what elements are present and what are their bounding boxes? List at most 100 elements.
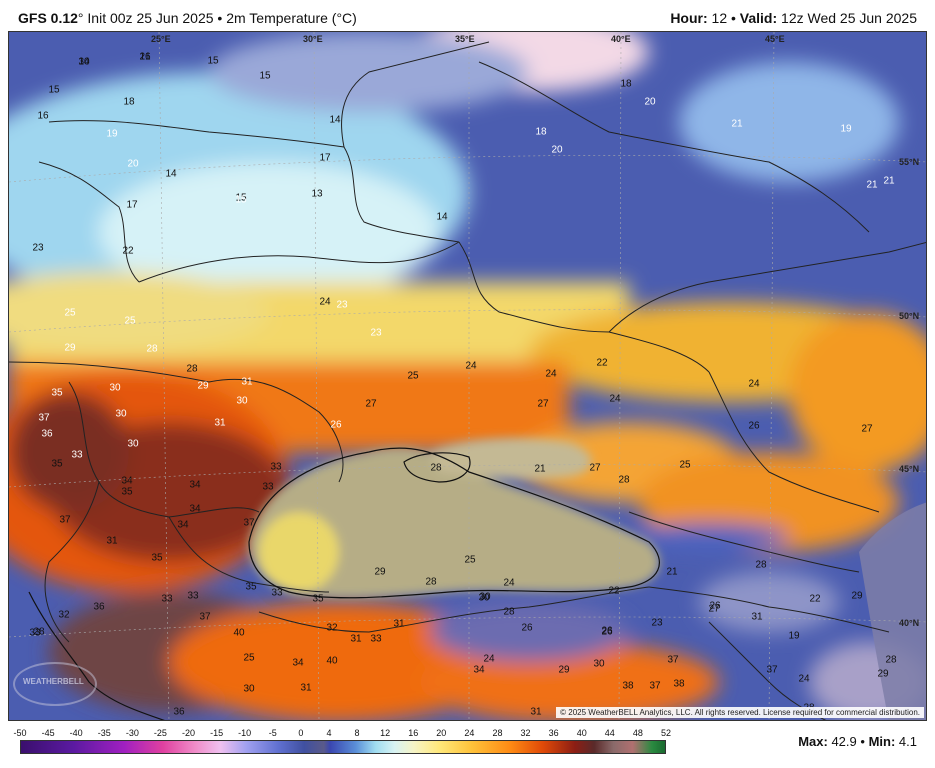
temperature-label: 14 [436, 211, 448, 223]
temperature-label: 25 [124, 315, 136, 327]
logo-text: WEATHERBELL [23, 677, 84, 686]
temperature-label: 31 [350, 633, 362, 645]
temperature-label: 34 [189, 503, 201, 515]
valid-label: Valid: [739, 10, 778, 26]
legend-tick: 32 [520, 728, 531, 738]
temperature-label: 31 [751, 611, 763, 623]
temperature-label: 29 [877, 668, 889, 680]
temperature-label: 21 [139, 51, 151, 63]
temperature-map: 25°E 30°E 35°E 40°E 45°E 55°N 50°N 45°N … [8, 31, 927, 721]
temperature-label: 28 [885, 654, 897, 666]
temperature-label: 17 [126, 199, 138, 211]
hour-value: 12 [711, 10, 728, 26]
temperature-label: 28 [618, 474, 630, 486]
valid-time-info: Hour: 12 • Valid: 12z Wed 25 Jun 2025 [670, 10, 917, 26]
lat-label-50n: 50°N [899, 311, 920, 321]
temperature-label: 36 [93, 601, 105, 613]
temperature-label: 28 [755, 559, 767, 571]
temperature-label: 25 [464, 554, 476, 566]
legend-tick: 24 [464, 728, 475, 738]
temperature-label: 36 [173, 706, 185, 718]
temperature-label: 26 [330, 419, 342, 431]
temperature-label: 34 [292, 657, 304, 669]
temperature-label: 13 [311, 188, 323, 200]
legend-tick: -45 [41, 728, 55, 738]
temperature-label: 35 [51, 387, 63, 399]
temperature-label: 15 [235, 192, 247, 204]
temperature-label: 24 [545, 368, 557, 380]
hour-label: Hour: [670, 10, 708, 26]
temperature-label: 29 [374, 566, 386, 578]
legend-tick: -35 [97, 728, 111, 738]
temperature-label: 31 [214, 417, 226, 429]
legend-tick: -30 [125, 728, 139, 738]
temperature-label: 29 [558, 664, 570, 676]
temperature-label: 22 [608, 585, 620, 597]
temperature-label: 37 [199, 611, 211, 623]
temperature-label: 29 [64, 342, 76, 354]
temperature-label: 30 [236, 395, 248, 407]
temperature-label: 24 [319, 296, 331, 308]
init-time: Init 00z 25 Jun 2025 [87, 10, 214, 26]
temperature-label: 30 [479, 591, 491, 603]
temperature-label: 34 [189, 479, 201, 491]
country-borders [9, 41, 926, 720]
copyright-notice: © 2025 WeatherBELL Analytics, LLC. All r… [556, 707, 924, 718]
legend-tick: -40 [69, 728, 83, 738]
temperature-label: 30 [115, 408, 127, 420]
temperature-label: 29 [197, 380, 209, 392]
temperature-label: 27 [365, 398, 377, 410]
legend-tick: -50 [13, 728, 27, 738]
field-name: 2m Temperature (°C) [226, 10, 357, 26]
temperature-label: 21 [666, 566, 678, 578]
temperature-label: 28 [186, 363, 198, 375]
temperature-label: 37 [243, 517, 255, 529]
temperature-label: 35 [312, 593, 324, 605]
temperature-label: 33 [270, 461, 282, 473]
temperature-label: 26 [521, 622, 533, 634]
temperature-label: 30 [593, 658, 605, 670]
legend-tick: 52 [660, 728, 672, 738]
temperature-label: 24 [503, 577, 515, 589]
temperature-label: 28 [33, 626, 45, 638]
temperature-field [9, 32, 926, 720]
temperature-label: 22 [809, 593, 821, 605]
min-label: Min: [868, 734, 896, 749]
temperature-label: 16 [139, 51, 151, 63]
temperature-label: 20 [644, 96, 656, 108]
temperature-label: 38 [673, 678, 685, 690]
temperature-label: 33 [187, 590, 199, 602]
temperature-label: 19 [106, 128, 118, 140]
temperature-label: 31 [300, 682, 312, 694]
temperature-label: 28 [425, 576, 437, 588]
temperature-label: 36 [41, 428, 53, 440]
temperature-label: 20 [127, 158, 139, 170]
legend-ticks: -50 -45 -40 -35 -30 -25 -20 -15 -10 -5 0 4 8 12 16 20 24… [13, 728, 671, 738]
temperature-label: 19 [840, 123, 852, 135]
temperature-label: 19 [788, 630, 800, 642]
temperature-label: 33 [370, 633, 382, 645]
temperature-label: 14 [329, 114, 341, 126]
temperature-label: 14 [78, 56, 90, 68]
legend-tick: 44 [604, 728, 615, 738]
temperature-label: 37 [59, 514, 71, 526]
temperature-label: 27 [861, 423, 873, 435]
temperature-label: 15 [207, 55, 219, 67]
temperature-label: 34 [177, 519, 189, 531]
legend-colorbar [20, 740, 666, 754]
temperature-label: 21 [731, 118, 743, 130]
legend-tick: -5 [268, 728, 277, 738]
temperature-label: 37 [649, 680, 661, 692]
temperature-label: 33 [29, 627, 41, 639]
temperature-label: 25 [679, 459, 691, 471]
legend-tick: 0 [298, 728, 304, 738]
temperature-label: 30 [78, 56, 90, 68]
temperature-label: 29 [851, 590, 863, 602]
lon-label-30e: 30°E [303, 34, 323, 44]
caspian-sea [859, 502, 926, 720]
separator-dot: • [860, 734, 865, 749]
legend-tick: 8 [354, 728, 360, 738]
temperature-label: 33 [271, 587, 283, 599]
temperature-label: 32 [58, 609, 70, 621]
temperature-label: 23 [370, 327, 382, 339]
